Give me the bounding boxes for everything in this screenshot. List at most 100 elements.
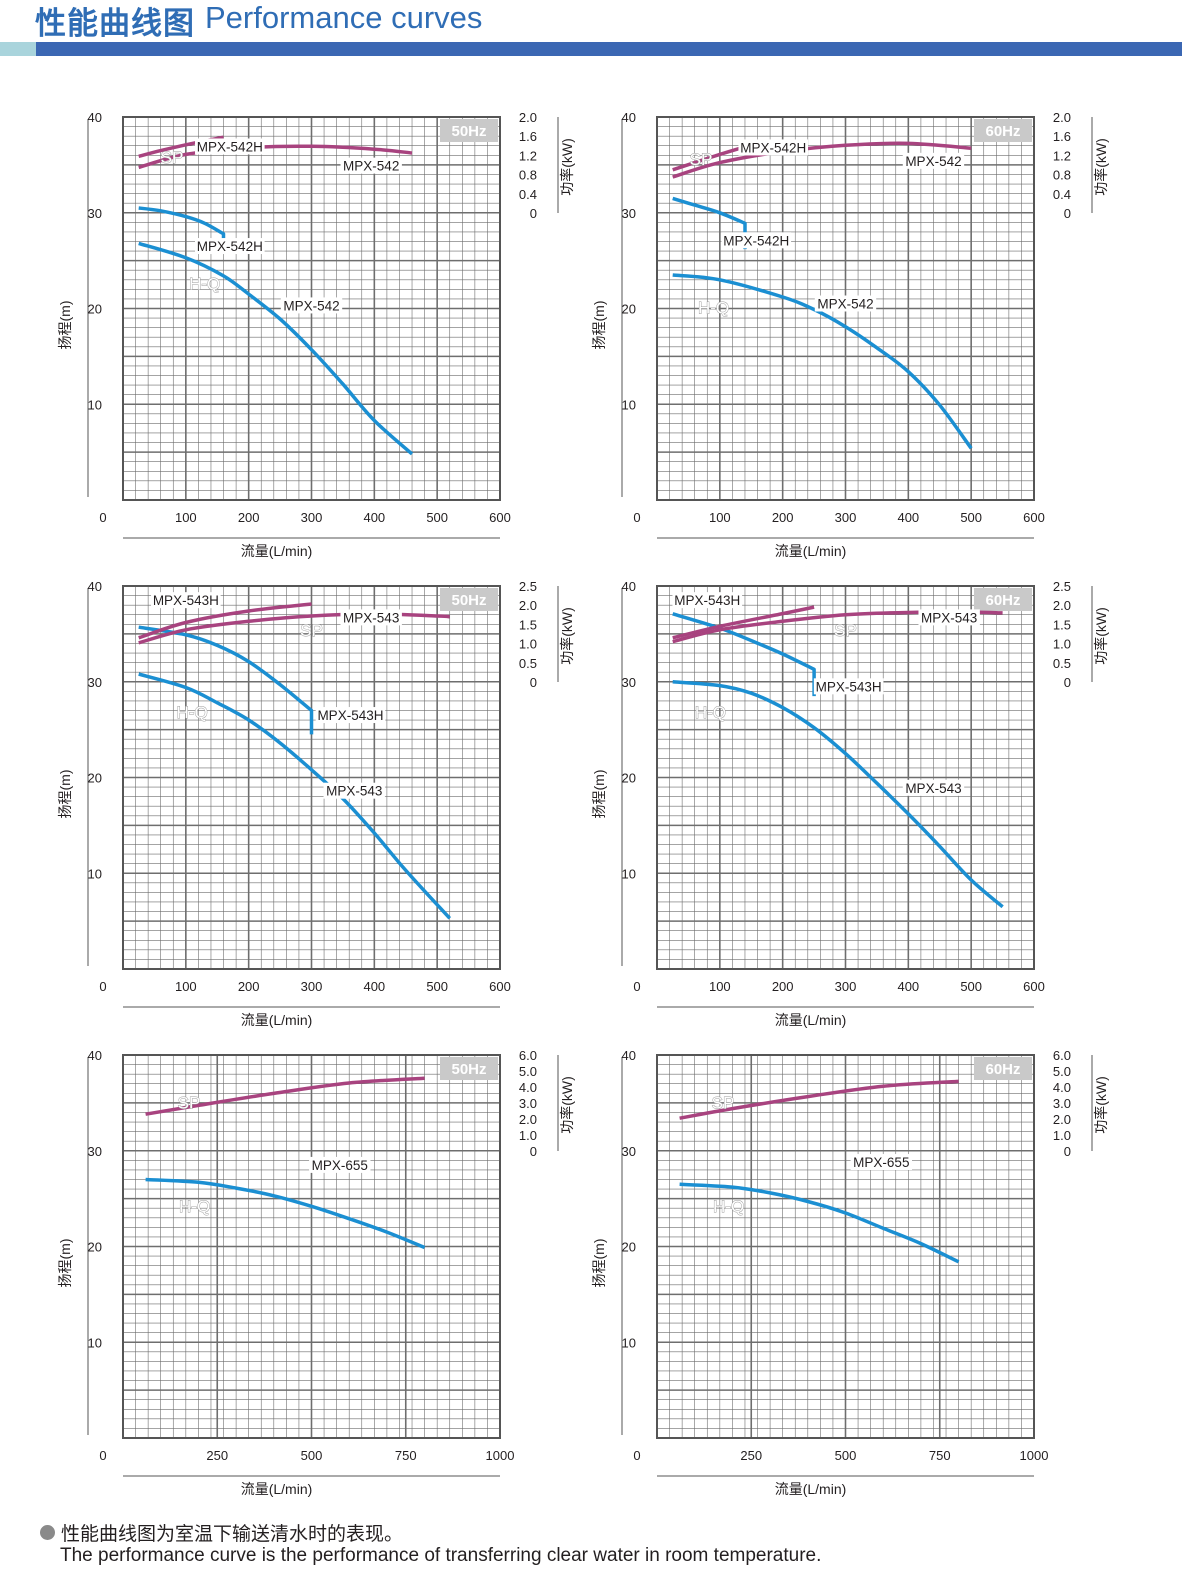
series-sp-mpx-542	[138, 144, 413, 170]
sp-label: SP	[161, 148, 184, 167]
series-label-bg	[902, 779, 965, 796]
freq-badge-label: 50Hz	[451, 1061, 486, 1078]
power-tick-label: 2.0	[519, 598, 537, 613]
hq-label: H-Q	[695, 703, 726, 722]
series-label-bg	[672, 592, 743, 609]
power-tick-label: 0	[1064, 675, 1071, 690]
freq-badge	[974, 119, 1032, 142]
power-tick-label: 0	[1064, 1144, 1071, 1159]
series-label: MPX-542H	[723, 233, 789, 248]
x-tick-label: 0	[99, 1448, 106, 1463]
y-tick-label: 10	[88, 1335, 102, 1350]
power-tick-label: 1.2	[519, 148, 537, 163]
series-label-bg	[315, 707, 386, 724]
x-tick-label: 250	[740, 1448, 762, 1463]
power-tick-label: 1.0	[1053, 1128, 1071, 1143]
power-tick-label: 0.4	[1053, 187, 1071, 202]
series-hq-mpx-655	[145, 1177, 426, 1250]
power-tick-label: 0.5	[1053, 656, 1071, 671]
series-sp-mpx-655	[145, 1076, 425, 1116]
power-tick-label: 5.0	[1053, 1064, 1071, 1079]
power-tick-label: 0	[530, 675, 537, 690]
freq-badge-label: 50Hz	[451, 123, 486, 140]
power-tick-label: 4.0	[519, 1080, 537, 1095]
power-tick-label: 2.0	[519, 110, 537, 125]
x-tick-label: 1000	[1020, 1448, 1049, 1463]
sp-label: SP	[690, 150, 713, 169]
series-hq-mpx-543	[672, 680, 1004, 909]
series-label: MPX-542H	[740, 140, 806, 155]
sp-label: SP	[300, 621, 323, 640]
power-tick-label: 4.0	[1053, 1080, 1071, 1095]
freq-badge-label: 50Hz	[451, 592, 486, 609]
x-axis-title: 流量(L/min)	[241, 1481, 313, 1497]
series-hq-mpx-655	[679, 1182, 960, 1264]
series-label: MPX-543H	[816, 679, 882, 694]
x-tick-label: 600	[1023, 510, 1045, 525]
y-tick-label: 20	[88, 771, 102, 786]
series-hq-mpx-542h	[138, 206, 226, 251]
x-tick-label: 1000	[486, 1448, 515, 1463]
series-label: MPX-543	[921, 610, 977, 625]
y-tick-label: 10	[622, 866, 636, 881]
x-axis-title: 流量(L/min)	[775, 543, 847, 559]
y-tick-label: 10	[622, 397, 636, 412]
power-tick-label: 2.0	[1053, 1112, 1071, 1127]
page-header: 性能曲线图 Performance curves	[0, 0, 1182, 60]
series-sp-mpx-543h	[672, 605, 815, 640]
power-tick-label: 2.5	[1053, 579, 1071, 594]
power-tick-label: 5.0	[519, 1064, 537, 1079]
power-tick-label: 0.4	[519, 187, 537, 202]
series-label: MPX-542	[817, 297, 873, 312]
x-axis-title: 流量(L/min)	[775, 1481, 847, 1497]
grid	[657, 1055, 1034, 1438]
series-label: MPX-542	[343, 159, 399, 174]
x-tick-label: 300	[301, 979, 323, 994]
x-tick-label: 500	[301, 1448, 323, 1463]
freq-badge-label: 60Hz	[985, 1061, 1020, 1078]
x-tick-label: 300	[835, 979, 857, 994]
series-label-bg	[721, 232, 792, 249]
plot-frame	[122, 1054, 501, 1439]
header-accent-bar	[36, 42, 1182, 56]
series-hq-mpx-542h	[672, 196, 747, 250]
series-label: MPX-543H	[317, 708, 383, 723]
plot-frame	[122, 585, 501, 970]
series-label: MPX-542	[283, 298, 339, 313]
series-label: MPX-543H	[153, 593, 219, 608]
plot-frame	[122, 116, 501, 501]
y-tick-label: 40	[622, 579, 636, 594]
x-tick-label: 0	[633, 979, 640, 994]
hq-label: H-Q	[189, 274, 220, 293]
series-label-bg	[151, 592, 221, 609]
x-tick-label: 750	[395, 1448, 417, 1463]
x-tick-label: 0	[633, 510, 640, 525]
series-label: MPX-543	[905, 781, 961, 796]
series-hq-mpx-543h	[138, 625, 314, 735]
power-tick-label: 6.0	[519, 1048, 537, 1063]
y-tick-label: 20	[88, 302, 102, 317]
freq-badge	[440, 1057, 498, 1080]
sp-label: SP	[712, 1094, 735, 1113]
grid	[657, 586, 1034, 969]
y-tick-label: 40	[88, 110, 102, 125]
x-tick-label: 100	[709, 979, 731, 994]
series-label-bg	[814, 295, 877, 312]
y-tick-label: 10	[622, 1335, 636, 1350]
power-tick-label: 1.6	[1053, 129, 1071, 144]
x-tick-label: 100	[175, 510, 197, 525]
power-tick-label: 0.8	[519, 168, 537, 183]
series-hq-mpx-543h	[672, 612, 816, 697]
x-tick-label: 0	[99, 979, 106, 994]
y-tick-label: 30	[622, 206, 636, 221]
x-tick-label: 100	[709, 510, 731, 525]
x-tick-label: 400	[897, 979, 919, 994]
y-tick-label: 30	[622, 675, 636, 690]
y-tick-label: 30	[88, 675, 102, 690]
y-tick-label: 40	[88, 1048, 102, 1063]
series-label: MPX-543H	[674, 593, 740, 608]
series-hq-mpx-543	[138, 672, 451, 920]
power-tick-label: 1.0	[1053, 637, 1071, 652]
